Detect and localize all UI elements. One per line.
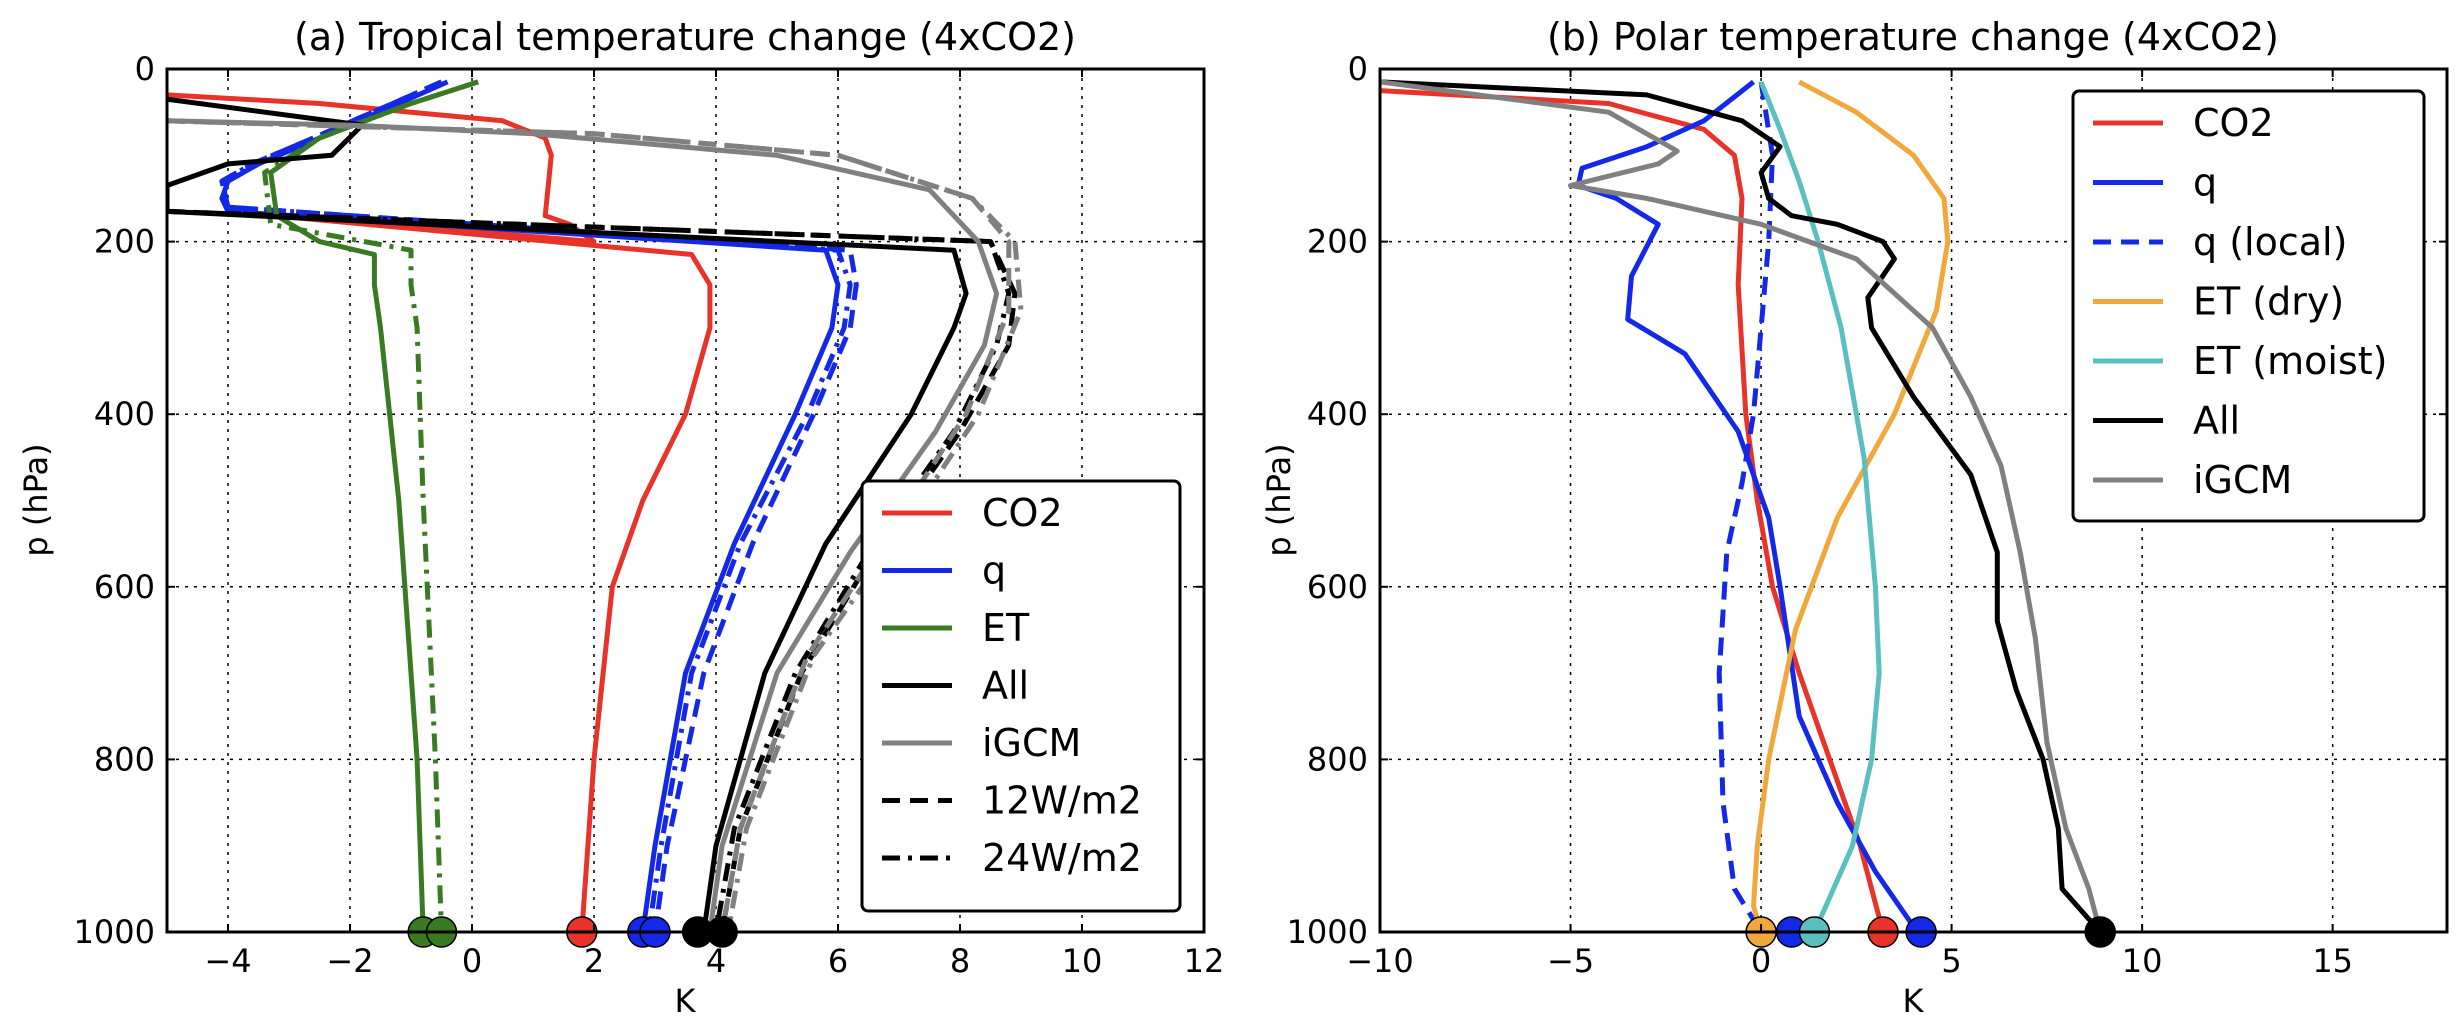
x-tick-label: −4 [204,942,251,980]
x-tick-label: 10 [2122,942,2163,980]
panel-b-polar: (b) Polar temperature change (4xCO2) −10… [1260,15,2449,1020]
series-line-igcm [1380,79,2103,932]
x-tick-label: 5 [1941,942,1961,980]
series-line-igcm-dashed [167,118,1012,932]
legend-label: iGCM [2193,458,2292,502]
legend-label: All [2193,399,2240,443]
legend-label: CO2 [2193,101,2274,145]
y-tick-label: 200 [94,223,155,261]
y-tick-label: 1000 [74,913,155,951]
y-tick-label: 600 [1307,568,1368,606]
x-tick-label: 0 [1751,942,1771,980]
legend-label: 12W/m2 [982,779,1142,823]
legend-label: ET [982,606,1030,650]
series-a [167,79,1024,932]
series-line-all [1380,79,2106,932]
y-tick-label: 800 [1307,740,1368,778]
y-tick-label: 1000 [1287,913,1368,951]
x-axis-label-a: K [675,982,697,1020]
x-tick-label: 6 [828,942,848,980]
y-tick-label: 0 [135,50,155,88]
series-line-et-dry- [1751,79,1951,932]
x-tick-label: 2 [584,942,604,980]
series-line-et-dashdot [262,79,479,932]
y-tick-label: 400 [94,395,155,433]
legend-label: iGCM [982,721,1081,765]
series-line-q-local- [1716,81,1775,932]
series-line-co2 [1380,88,1886,932]
y-tick-label: 600 [94,568,155,606]
x-tick-label: 15 [2312,942,2353,980]
legend-label: 24W/m2 [982,836,1142,880]
series-line-q [1575,79,1920,932]
chart-a-title: (a) Tropical temperature change (4xCO2) [294,15,1076,59]
legend-label: All [982,664,1029,708]
legend-box [860,479,1182,913]
x-tick-label: −10 [1346,942,1414,980]
legend-label: ET (dry) [2193,280,2344,324]
x-axis-label-b: K [1903,982,1925,1020]
axes-frame-a [165,67,1206,934]
y-tick-label: 0 [1348,50,1368,88]
axes-frame-b [1378,67,2449,934]
x-tick-label: 10 [1062,942,1103,980]
series-line-co2 [167,92,713,932]
y-tick-label: 400 [1307,395,1368,433]
y-axis-label-a: p (hPa) [17,443,55,556]
series-line-q-dashdot [219,79,853,932]
panel-a-tropical: (a) Tropical temperature change (4xCO2) … [17,15,1224,1020]
ticks-b: −10 −5 0 5 10 15 0 200 400 600 800 1000 [1287,50,2447,980]
series-line-et-moist- [1758,80,1882,932]
ticks-a: −4 −2 0 2 4 6 8 10 12 0 200 400 600 800 1000 [74,50,1225,980]
legend-label: q (local) [2193,220,2347,264]
series-b [1380,79,2106,932]
series-line-all [167,96,969,932]
series-line-q-dashed [219,79,859,932]
x-tick-label: 0 [462,942,482,980]
x-tick-label: −5 [1547,942,1594,980]
x-tick-label: 8 [950,942,970,980]
series-line-et [268,79,479,932]
legend-label: q [982,549,1006,593]
x-tick-label: 4 [706,942,726,980]
series-line-igcm-dashdot [167,118,1024,932]
y-axis-label-b: p (hPa) [1260,443,1298,556]
legend-label: ET (moist) [2193,339,2387,383]
legend-b: CO2 q q (local) ET (dry) ET (moist) All iGCM [2071,89,2426,523]
legend-label: CO2 [982,491,1063,535]
x-tick-label: 12 [1184,942,1225,980]
chart-b-title: (b) Polar temperature change (4xCO2) [1547,15,2279,59]
x-tick-label: −2 [326,942,373,980]
y-tick-label: 200 [1307,223,1368,261]
legend-label: q [2193,161,2217,205]
legend-a: CO2 q ET All iGCM 12W/m2 24W/m2 [860,479,1182,913]
y-tick-label: 800 [94,740,155,778]
legend-box [2071,89,2426,523]
